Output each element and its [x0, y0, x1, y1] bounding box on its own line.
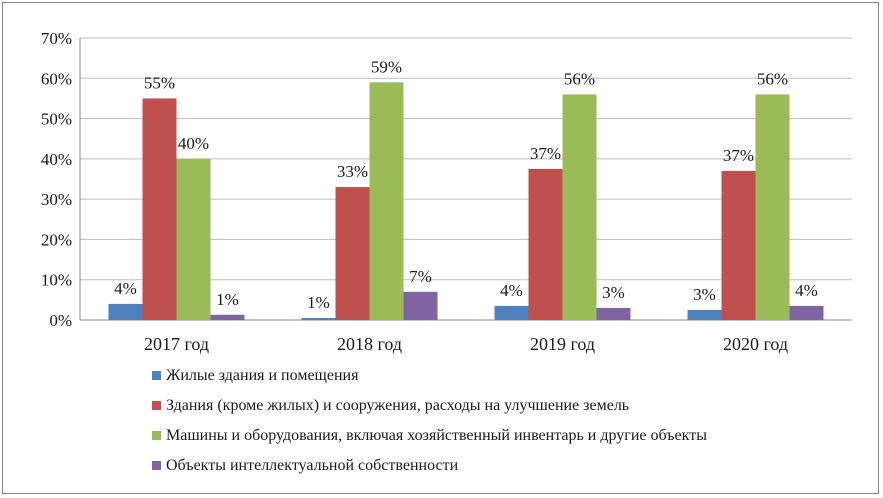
- data-label: 4%: [500, 281, 523, 300]
- legend-swatch: [152, 401, 161, 410]
- legend-label: Объекты интеллектуальной собственности: [166, 457, 459, 474]
- legend-swatch: [152, 431, 161, 440]
- y-tick-label: 0%: [49, 311, 72, 330]
- bar: [301, 317, 336, 320]
- bar: [562, 94, 597, 321]
- bar: [596, 307, 631, 320]
- data-label: 40%: [178, 134, 209, 153]
- x-category-label: 2020 год: [723, 334, 788, 354]
- data-label: 37%: [723, 146, 754, 165]
- x-category-label: 2019 год: [530, 334, 595, 354]
- data-label: 4%: [795, 281, 818, 300]
- bar: [210, 314, 245, 320]
- data-label: 3%: [693, 285, 716, 304]
- bar: [755, 94, 790, 321]
- bar: [369, 82, 404, 320]
- legend-label: Здания (кроме жилых) и сооружения, расхо…: [166, 397, 629, 414]
- bar: [528, 168, 563, 320]
- y-tick-label: 10%: [41, 271, 72, 290]
- bar: [142, 98, 177, 320]
- legend-swatch: [152, 371, 161, 380]
- data-label: 59%: [371, 57, 402, 76]
- bar: [687, 309, 722, 320]
- bar: [789, 305, 824, 320]
- data-label: 56%: [757, 69, 788, 88]
- y-tick-label: 40%: [41, 150, 72, 169]
- x-category-label: 2017 год: [144, 334, 209, 354]
- bar: [176, 158, 211, 320]
- y-tick-label: 50%: [41, 110, 72, 129]
- data-label: 7%: [409, 267, 432, 286]
- data-label: 1%: [307, 293, 330, 312]
- data-label: 56%: [564, 69, 595, 88]
- data-label: 33%: [337, 162, 368, 181]
- data-label: 37%: [530, 144, 561, 163]
- legend-swatch: [152, 461, 161, 470]
- y-tick-label: 30%: [41, 190, 72, 209]
- data-label: 3%: [602, 283, 625, 302]
- data-label: 55%: [144, 73, 175, 92]
- y-tick-label: 70%: [41, 29, 72, 48]
- y-tick-label: 20%: [41, 230, 72, 249]
- bar: [335, 187, 370, 320]
- bar: [721, 170, 756, 320]
- data-label: 1%: [216, 290, 239, 309]
- bar: [494, 305, 529, 320]
- data-label: 4%: [114, 279, 137, 298]
- legend-label: Жилые здания и помещения: [166, 367, 359, 384]
- x-category-label: 2018 год: [337, 334, 402, 354]
- bar: [108, 303, 143, 320]
- y-tick-label: 60%: [41, 69, 72, 88]
- legend-label: Машины и оборудования, включая хозяйстве…: [166, 427, 707, 444]
- bar: [403, 291, 438, 320]
